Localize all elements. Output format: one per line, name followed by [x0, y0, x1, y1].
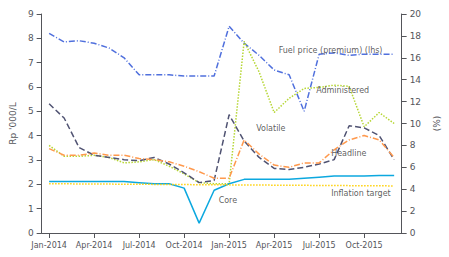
svg-text:2: 2	[410, 206, 416, 216]
svg-text:3: 3	[28, 155, 34, 165]
svg-text:8: 8	[28, 33, 34, 43]
svg-text:Jul-2015: Jul-2015	[302, 241, 336, 250]
svg-text:Oct-2014: Oct-2014	[166, 241, 203, 250]
svg-text:Rp '000/L: Rp '000/L	[8, 102, 18, 145]
svg-text:Inflation target: Inflation target	[331, 189, 391, 198]
svg-text:8: 8	[410, 140, 416, 150]
svg-text:4: 4	[28, 131, 34, 141]
svg-text:(%): (%)	[432, 116, 442, 132]
svg-text:2: 2	[28, 179, 34, 189]
svg-text:0: 0	[28, 228, 34, 238]
svg-text:Headline: Headline	[331, 149, 366, 158]
svg-text:7: 7	[28, 58, 34, 68]
svg-text:Jul-2014: Jul-2014	[122, 241, 156, 250]
svg-text:4: 4	[410, 184, 416, 194]
svg-text:6: 6	[28, 82, 34, 92]
svg-text:10: 10	[410, 119, 422, 129]
svg-text:12: 12	[410, 97, 421, 107]
svg-text:Core: Core	[219, 196, 238, 205]
svg-text:16: 16	[410, 53, 422, 63]
svg-text:6: 6	[410, 162, 416, 172]
svg-text:20: 20	[410, 9, 422, 19]
svg-text:1: 1	[28, 204, 34, 214]
svg-text:Oct-2015: Oct-2015	[346, 241, 383, 250]
svg-text:5: 5	[28, 106, 34, 116]
svg-text:Apr-2014: Apr-2014	[76, 241, 113, 250]
svg-text:18: 18	[410, 31, 422, 41]
svg-text:Apr-2015: Apr-2015	[256, 241, 293, 250]
svg-text:Volatile: Volatile	[256, 124, 285, 133]
svg-text:Fuel price (premium) (lhs): Fuel price (premium) (lhs)	[279, 46, 383, 55]
svg-text:14: 14	[410, 75, 422, 85]
svg-text:Administered: Administered	[316, 86, 369, 95]
svg-text:Jan-2014: Jan-2014	[30, 241, 67, 250]
svg-text:Jan-2015: Jan-2015	[210, 241, 247, 250]
svg-text:0: 0	[410, 228, 416, 238]
svg-text:9: 9	[28, 9, 34, 19]
